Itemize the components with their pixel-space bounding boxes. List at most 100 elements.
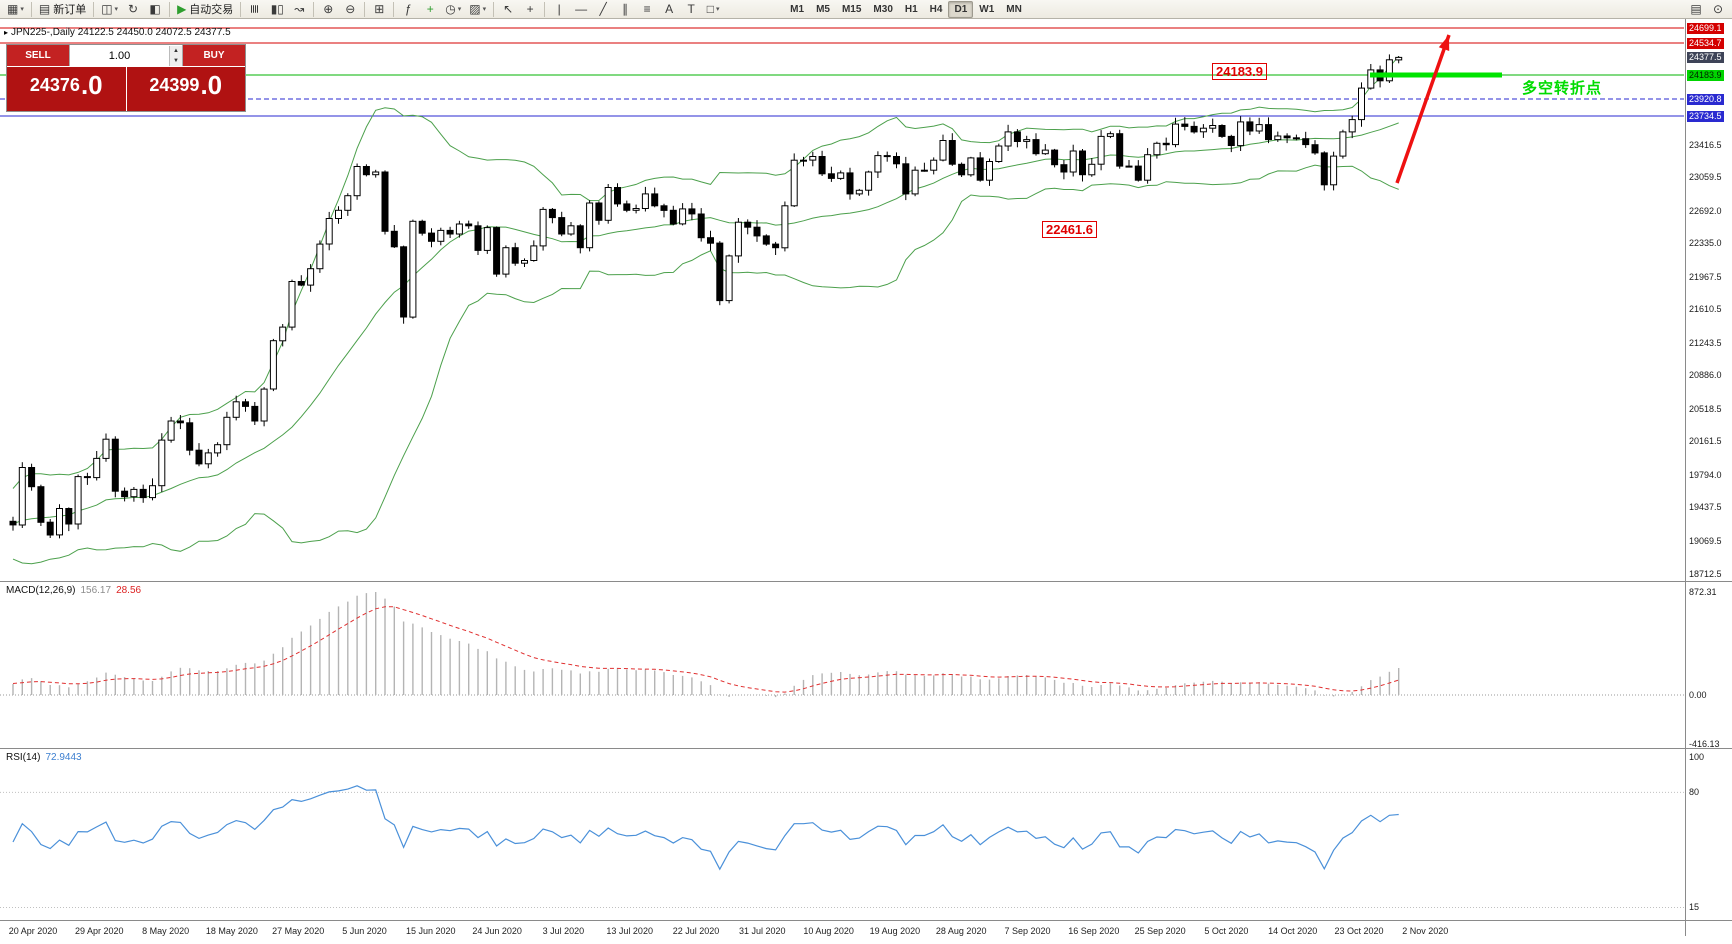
date-axis-label: 19 Aug 2020: [869, 926, 921, 936]
market-watch-button[interactable]: ◧: [144, 1, 166, 18]
price-axis-label: 24377.5: [1687, 51, 1724, 63]
candlestick-style-button[interactable]: ▮▯: [266, 1, 288, 18]
crosshair-icon: +: [526, 2, 534, 16]
price-axis-label: 19437.5: [1689, 502, 1722, 513]
periods-button[interactable]: ◷ ▾: [441, 1, 465, 18]
date-axis-label: 5 Oct 2020: [1204, 926, 1249, 936]
price-axis-label: 24534.7: [1687, 37, 1724, 49]
new-chart-icon: ▦: [7, 2, 19, 16]
one-click-expand-icon[interactable]: ▸: [4, 28, 9, 37]
zoom-in-button[interactable]: ⊕: [317, 1, 339, 18]
timeframe-h1-button[interactable]: H1: [904, 3, 918, 15]
toolbar-separator: [544, 1, 546, 17]
refresh-charts-button[interactable]: ↻: [122, 1, 144, 18]
timeframe-m5-button[interactable]: M5: [816, 3, 830, 15]
templates-button[interactable]: ▨ ▾: [465, 1, 490, 18]
indicators-list-icon: ƒ: [404, 2, 412, 16]
bar-chart-style-button[interactable]: ≣: [244, 1, 266, 18]
date-axis-label: 13 Jul 2020: [606, 926, 653, 936]
search-button[interactable]: ⊙: [1707, 1, 1729, 18]
sell-price-button[interactable]: 24376.0: [7, 67, 127, 111]
buy-price-main: 24399: [149, 75, 200, 95]
timeframe-d1-button[interactable]: D1: [948, 0, 974, 18]
tile-windows-button[interactable]: ⊞: [368, 1, 390, 18]
price-axis[interactable]: 24699.1 24534.7 24377.5 24183.9 23920.8 23734…: [1686, 19, 1732, 936]
price-axis-label: -416.13: [1689, 738, 1720, 749]
new-order-icon: ▤: [38, 2, 51, 16]
volume-value[interactable]: 1.00: [108, 49, 131, 62]
caret-down-icon: ▾: [20, 6, 24, 13]
indicators-list-button[interactable]: ƒ: [397, 1, 419, 18]
line-chart-style-button[interactable]: ↝: [288, 1, 310, 18]
rsi-value: 72.9443: [45, 752, 82, 763]
timeframe-mn-button[interactable]: MN: [1006, 3, 1022, 15]
timeframe-m30-button[interactable]: M30: [873, 3, 893, 15]
caret-down-icon: ▾: [457, 6, 462, 13]
zoom-in-icon: ⊕: [323, 2, 334, 16]
date-axis-label: 20 Apr 2020: [8, 926, 58, 936]
main-chart-panel: [0, 27, 1684, 565]
channel-tool-button[interactable]: ∥: [614, 1, 636, 18]
volume-field[interactable]: 1.00 ▲ ▼: [69, 45, 183, 66]
vertical-line-tool-icon: |: [557, 2, 561, 16]
chart-title-text: JPN225-,Daily 24122.5 24450.0 24072.5 24…: [11, 27, 231, 38]
market-watch-icon: ◧: [149, 2, 161, 16]
shapes-tool-button[interactable]: □ ▾: [702, 1, 724, 18]
toolbar-separator: [240, 1, 242, 17]
rsi-name: RSI(14): [6, 752, 41, 763]
sell-button[interactable]: SELL: [7, 45, 69, 66]
text-label-tool-button[interactable]: T: [680, 1, 702, 18]
date-axis-label: 7 Sep 2020: [1004, 926, 1051, 936]
templates-icon: ▨: [469, 2, 481, 16]
date-axis-label: 27 May 2020: [272, 926, 325, 936]
turning-point-label: 多空转折点: [1522, 80, 1603, 97]
new-chart-button[interactable]: ▦ ▾: [3, 1, 28, 18]
crosshair-button[interactable]: +: [519, 1, 541, 18]
zoom-out-icon: ⊖: [345, 2, 356, 16]
candlestick-style-icon: ▮▯: [270, 2, 284, 16]
periods-icon: ◷: [445, 2, 456, 16]
buy-price-button[interactable]: 24399.0: [126, 67, 245, 111]
auto-trading-button[interactable]: ▶ 自动交易: [173, 1, 237, 18]
buy-price-pip: .0: [200, 70, 223, 100]
price-axis-label: 20161.5: [1689, 436, 1722, 447]
trendline-tool-button[interactable]: ╱: [592, 1, 614, 18]
shapes-tool-icon: □: [706, 2, 715, 16]
cursor-button[interactable]: ↖: [497, 1, 519, 18]
date-axis[interactable]: 20 Apr 2020 29 Apr 2020 8 May 2020 18 May 2…: [0, 923, 1732, 941]
add-indicator-button[interactable]: +: [419, 1, 441, 18]
horizontal-line-tool-button[interactable]: —: [570, 1, 592, 18]
report-button[interactable]: ▤: [1685, 1, 1707, 18]
date-axis-label: 3 Jul 2020: [542, 926, 585, 936]
date-axis-label: 23 Oct 2020: [1334, 926, 1384, 936]
vertical-line-tool-button[interactable]: |: [548, 1, 570, 18]
date-axis-label: 18 May 2020: [205, 926, 258, 936]
price-axis-label: 15: [1689, 902, 1700, 912]
timeframe-h4-button[interactable]: H4: [929, 3, 943, 15]
add-indicator-icon: +: [426, 2, 434, 16]
profiles-button[interactable]: ◫ ▾: [97, 1, 122, 18]
volume-up-button[interactable]: ▲: [170, 45, 182, 56]
sell-price-pip: .0: [80, 70, 103, 100]
timeframe-m1-button[interactable]: M1: [790, 3, 805, 15]
text-tool-button[interactable]: A: [658, 1, 680, 18]
date-axis-label: 16 Sep 2020: [1068, 926, 1120, 936]
price-callout-1: 24183.9: [1212, 63, 1267, 80]
date-axis-label: 15 Jun 2020: [406, 926, 456, 936]
toolbar-separator: [313, 1, 315, 17]
date-axis-label: 10 Aug 2020: [803, 926, 854, 936]
chart-title: ▸ JPN225-,Daily 24122.5 24450.0 24072.5 2…: [4, 27, 231, 38]
zoom-out-button[interactable]: ⊖: [339, 1, 361, 18]
fibonacci-tool-button[interactable]: ≡: [636, 1, 658, 18]
date-axis-label: 14 Oct 2020: [1268, 926, 1318, 936]
price-axis-label: 20518.5: [1689, 403, 1722, 414]
horizontal-line-tool-icon: —: [575, 2, 588, 16]
timeframe-m15-button[interactable]: M15: [841, 3, 862, 15]
timeframe-w1-button[interactable]: W1: [979, 3, 995, 15]
buy-button[interactable]: BUY: [183, 45, 245, 66]
new-order-button[interactable]: ▤ 新订单: [35, 1, 90, 18]
price-callout-2: 22461.6: [1042, 221, 1097, 238]
volume-down-button[interactable]: ▼: [170, 55, 182, 66]
date-axis-label: 29 Apr 2020: [75, 926, 124, 936]
